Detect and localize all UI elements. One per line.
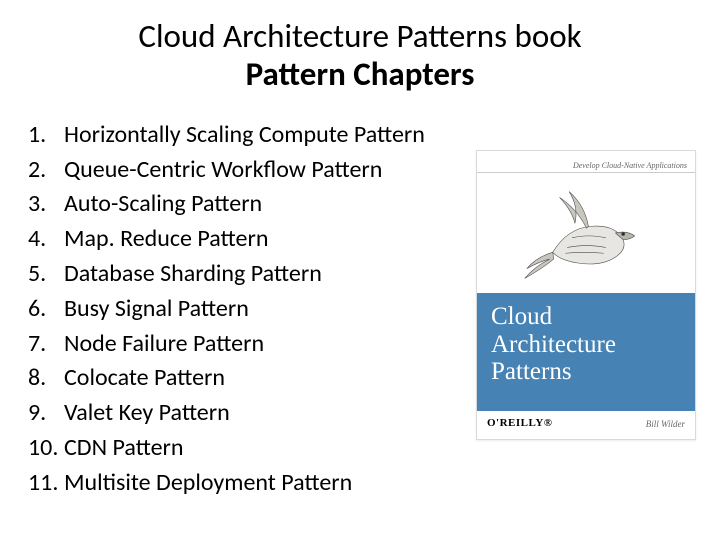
cover-title-line2: Architecture bbox=[491, 331, 681, 359]
list-item-label: CDN Pattern bbox=[64, 433, 184, 462]
list-item-number: 8. bbox=[28, 361, 64, 396]
list-item: 1.Horizontally Scaling Compute Pattern bbox=[28, 118, 720, 153]
author-label: Bill Wilder bbox=[646, 419, 685, 429]
list-item-label: Map. Reduce Pattern bbox=[64, 224, 268, 253]
cover-tagline: Develop Cloud-Native Applications bbox=[573, 161, 687, 170]
list-item-label: Horizontally Scaling Compute Pattern bbox=[64, 120, 425, 149]
book-cover: Develop Cloud-Native Applications Cl bbox=[476, 150, 696, 440]
cover-title-line3: Patterns bbox=[491, 358, 681, 386]
list-item-number: 9. bbox=[28, 396, 64, 431]
title-block: Cloud Architecture Patterns book Pattern… bbox=[0, 0, 720, 104]
title-line2: Pattern Chapters bbox=[0, 56, 720, 94]
bird-icon bbox=[519, 178, 654, 288]
list-item-label: Valet Key Pattern bbox=[64, 398, 230, 427]
list-item-number: 7. bbox=[28, 327, 64, 362]
list-item-label: Multisite Deployment Pattern bbox=[64, 468, 352, 497]
cover-top-strip: Develop Cloud-Native Applications bbox=[477, 151, 695, 173]
cover-illustration bbox=[477, 173, 695, 293]
list-item-label: Queue-Centric Workflow Pattern bbox=[64, 155, 382, 184]
list-item-label: Colocate Pattern bbox=[64, 363, 225, 392]
list-item: 11.Multisite Deployment Pattern bbox=[28, 466, 720, 501]
list-item-number: 11. bbox=[28, 466, 64, 501]
publisher-label: O'REILLY® bbox=[487, 417, 553, 429]
list-item-number: 6. bbox=[28, 292, 64, 327]
list-item-number: 3. bbox=[28, 187, 64, 222]
list-item-label: Node Failure Pattern bbox=[64, 329, 264, 358]
cover-footer: O'REILLY® Bill Wilder bbox=[477, 411, 695, 429]
list-item-number: 2. bbox=[28, 153, 64, 188]
cover-title-line1: Cloud bbox=[491, 303, 681, 331]
list-item-label: Auto-Scaling Pattern bbox=[64, 189, 262, 218]
list-item-number: 1. bbox=[28, 118, 64, 153]
list-item-number: 5. bbox=[28, 257, 64, 292]
list-item-label: Database Sharding Pattern bbox=[64, 259, 322, 288]
list-item-number: 10. bbox=[28, 431, 64, 466]
cover-title-band: Cloud Architecture Patterns bbox=[477, 293, 695, 411]
list-item-number: 4. bbox=[28, 222, 64, 257]
title-line1: Cloud Architecture Patterns book bbox=[0, 18, 720, 56]
list-item-label: Busy Signal Pattern bbox=[64, 294, 249, 323]
